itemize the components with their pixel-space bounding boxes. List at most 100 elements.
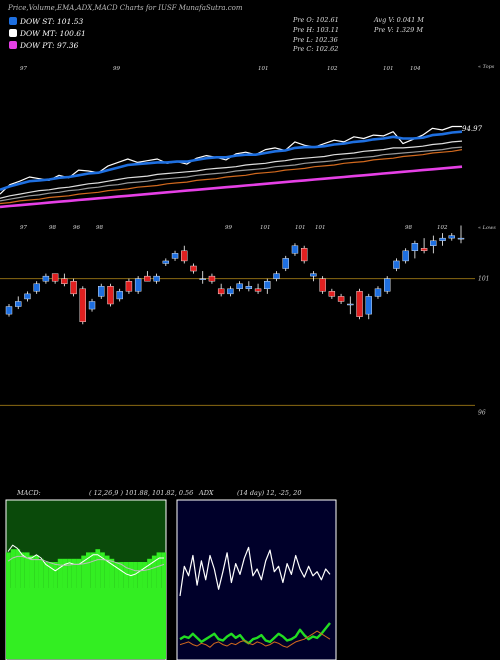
stat-pre-open: Pre O: 102.61 <box>293 16 339 24</box>
candle-body <box>107 286 114 305</box>
candle-body <box>420 248 428 251</box>
macd-histogram-bar <box>6 552 11 588</box>
macd-histogram-bar <box>81 555 86 588</box>
macd-histogram-bar <box>86 552 91 588</box>
ema-line <box>0 146 463 202</box>
candle-body <box>190 265 197 272</box>
candle-body <box>402 250 409 262</box>
macd-histogram-bar <box>90 552 96 588</box>
candle-body <box>181 250 188 262</box>
candle-body <box>291 245 299 254</box>
ema-panel: 97 99 101 102 101 104 97 98 96 98 99 101 101 101 98 102… <box>0 64 496 231</box>
tops-label: 101 <box>383 66 394 72</box>
tops-label: 101 <box>258 66 269 72</box>
stat-pre-high: Pre H: 103.11 <box>293 26 340 34</box>
candle-body <box>384 278 391 292</box>
candle-body <box>134 278 142 292</box>
ema-line <box>0 140 463 199</box>
candle-body <box>33 283 40 292</box>
legend-dow-pt: DOW PT: 97.36 <box>9 41 78 50</box>
legend-swatch <box>9 17 17 25</box>
candle-body <box>15 301 22 307</box>
last-value-label: 94.97 <box>462 125 483 133</box>
macd-histogram-bar <box>109 558 115 588</box>
legend-swatch <box>9 41 17 49</box>
candle-body <box>88 301 96 310</box>
macd-histogram-bar <box>67 558 72 588</box>
candle-body <box>300 248 308 262</box>
price-panel: 101 96 <box>0 225 489 416</box>
candle-body <box>430 240 437 246</box>
candle-body <box>98 286 105 297</box>
candle-body <box>171 253 179 259</box>
candle-body <box>153 275 160 282</box>
candle-body <box>236 283 243 290</box>
candle-body <box>439 237 446 241</box>
lows-label: 99 <box>225 225 232 231</box>
candle-body <box>79 288 86 322</box>
candle-body <box>347 303 354 306</box>
candle-body <box>42 275 50 282</box>
candle-body <box>24 293 31 300</box>
macd-histogram-bar <box>137 562 143 590</box>
macd-histogram-bar <box>53 562 58 588</box>
macd-histogram-bar <box>48 562 54 588</box>
lows-label: 101 <box>295 225 306 231</box>
candle-body <box>51 273 59 282</box>
tops-label: 102 <box>327 66 338 72</box>
candle-body <box>162 260 170 264</box>
stat-pre-low: Pre L: 102.36 <box>293 36 338 44</box>
candle-body <box>61 278 68 284</box>
macd-histogram-bar <box>57 558 63 588</box>
candle-body <box>365 296 372 315</box>
legend-label: DOW ST: 101.53 <box>20 17 84 26</box>
candle-body <box>70 281 77 295</box>
macd-histogram-bar <box>147 558 152 588</box>
tops-label: 99 <box>113 66 120 72</box>
ema-line <box>0 130 463 192</box>
lows-label: 102 <box>437 225 448 231</box>
candle-body <box>356 291 363 317</box>
macd-histogram-bar <box>38 558 44 588</box>
candle-body <box>448 235 455 239</box>
macd-histogram-bar <box>100 552 105 588</box>
legend-label: DOW PT: 97.36 <box>20 41 79 50</box>
chart-title: Price,Volume,EMA,ADX,MACD Charts for IUS… <box>8 4 243 12</box>
candle-body <box>116 291 123 300</box>
macd-line <box>7 555 165 572</box>
candle-body <box>310 273 317 277</box>
adx-line <box>179 630 331 648</box>
candle-body <box>5 306 13 315</box>
stat-pre-volume: Pre V: 1.329 M <box>374 26 424 34</box>
macd-panel <box>5 499 167 660</box>
macd-histogram-bar <box>34 555 39 588</box>
candle-body <box>254 288 262 292</box>
candle-body <box>457 237 465 240</box>
candle-body <box>319 278 326 292</box>
macd-histogram-bar <box>76 558 82 588</box>
candle-body <box>328 291 336 297</box>
y-tick-label: 96 <box>478 409 486 416</box>
macd-histogram-bar <box>151 555 157 588</box>
lows-label: 98 <box>49 225 56 231</box>
candle-body <box>282 258 289 269</box>
y-tick-label: 101 <box>478 276 489 283</box>
candle-body <box>217 288 225 295</box>
macd-histogram-bar <box>114 562 119 588</box>
macd-histogram-bar <box>29 555 35 588</box>
candle-body <box>337 296 345 302</box>
macd-histogram-bar <box>71 558 77 588</box>
ema-line <box>0 149 463 205</box>
lows-label: 98 <box>405 225 412 231</box>
macd-histogram-bar <box>20 552 25 588</box>
macd-line <box>7 544 164 577</box>
macd-histogram-bar <box>62 558 68 588</box>
legend-label: DOW MT: 100.61 <box>20 29 86 38</box>
stat-avg-volume: Avg V: 0.041 M <box>374 16 424 24</box>
tops-label: 104 <box>410 66 421 72</box>
legend-dow-mt: DOW MT: 100.61 <box>9 29 86 38</box>
macd-label: MACD: <box>17 489 41 497</box>
candle-body <box>411 242 419 251</box>
macd-histogram-bar <box>10 549 16 588</box>
